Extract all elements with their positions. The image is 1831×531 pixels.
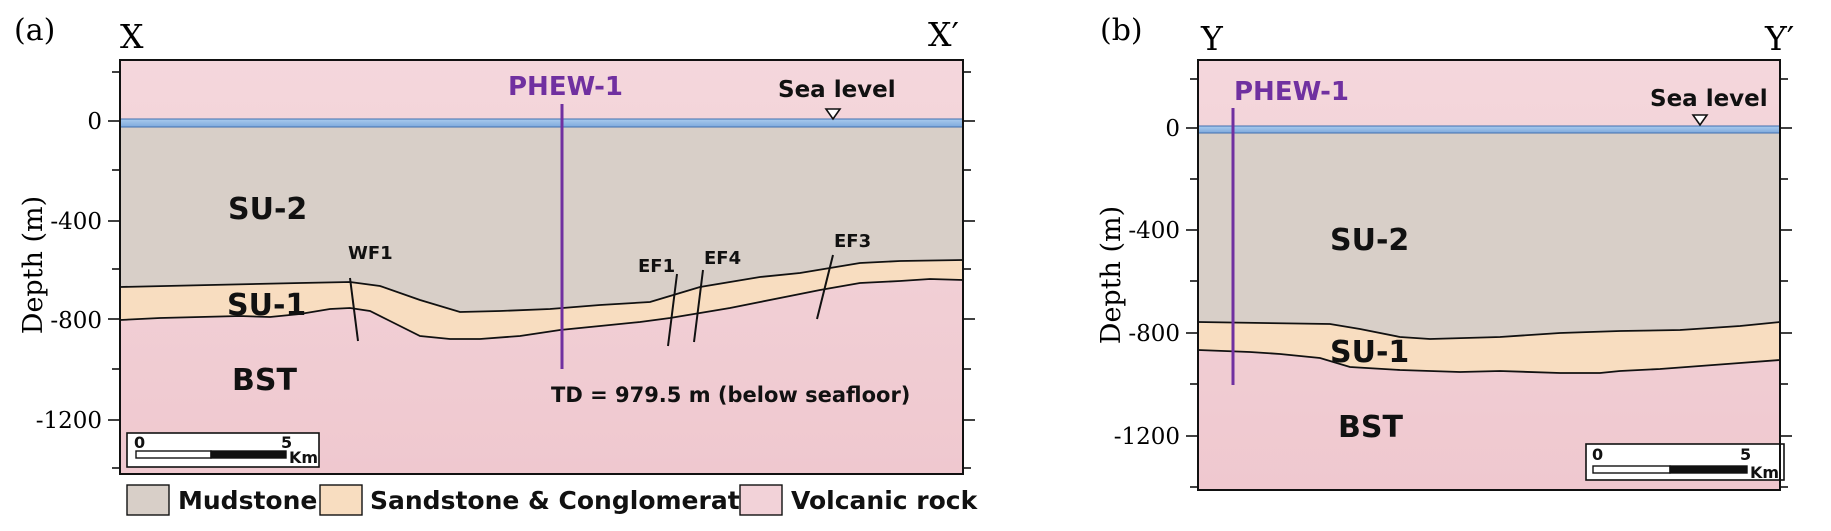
panel-b-su2-label: SU-2 bbox=[1330, 223, 1409, 258]
panel-b-well-label: PHEW-1 bbox=[1234, 77, 1349, 107]
panel-b-y-tick-0: 0 bbox=[1165, 116, 1180, 142]
panel-b-scale-start: 0 bbox=[1592, 445, 1603, 464]
panel-b-left-end-label: Y bbox=[1200, 19, 1224, 58]
panel-b-letter: (b) bbox=[1100, 13, 1143, 48]
panel-b-su1-label: SU-1 bbox=[1330, 335, 1409, 370]
panel-a-sea-level-marker-icon bbox=[824, 108, 842, 121]
panel-a-scale-bar: 0 5 Km bbox=[126, 432, 320, 468]
panel-b-sea-level-label: Sea level bbox=[1650, 86, 1768, 112]
panel-a-fault-ef3 bbox=[816, 254, 834, 320]
panel-a-su1-top-contact bbox=[119, 259, 964, 313]
legend-volcanic-label: Volcanic rock bbox=[791, 486, 979, 515]
panel-a-fault-ef4 bbox=[693, 269, 704, 343]
panel-b-frame bbox=[1197, 59, 1781, 491]
panel-b-y-axis-title: Depth (m) bbox=[1096, 206, 1127, 344]
panel-b-y-axis bbox=[1186, 78, 1792, 488]
panel-b-scale-box bbox=[1585, 443, 1785, 481]
panel-b-scale-unit: Km bbox=[1750, 463, 1779, 482]
panel-a-fault-wf1 bbox=[349, 277, 359, 342]
panel-b-sea-water bbox=[1197, 125, 1781, 134]
panel-a: (a) X X′ WF1 EF1 EF4 EF3 PHEW-1 Sea leve… bbox=[14, 13, 979, 516]
panel-b-y-tick-400: -400 bbox=[1128, 218, 1180, 244]
panel-b-bst-label: BST bbox=[1338, 410, 1403, 445]
panel-a-basement-contact bbox=[119, 278, 964, 340]
panel-a-scale-white-segment bbox=[135, 450, 212, 459]
panel-a-fault-ef1 bbox=[667, 273, 678, 347]
panel-a-y-tick-400: -400 bbox=[50, 209, 102, 235]
panel-a-y-tick-800: -800 bbox=[50, 308, 102, 334]
panel-a-sea-water bbox=[119, 118, 964, 128]
panel-a-left-end-label: X bbox=[120, 17, 144, 56]
panel-a-scale-end: 5 bbox=[281, 433, 292, 452]
panel-a-su2-label: SU-2 bbox=[228, 192, 307, 227]
panel-a-y-tick-1200: -1200 bbox=[36, 408, 102, 434]
panel-b-y-tick-1200: -1200 bbox=[1114, 424, 1180, 450]
panel-a-fault-label-ef3: EF3 bbox=[834, 231, 871, 252]
legend-sandstone-label: Sandstone & Conglomerate bbox=[370, 486, 757, 515]
panel-a-right-end-label: X′ bbox=[928, 15, 959, 54]
panel-b-su2-layer bbox=[1198, 133, 1780, 339]
panel-a-bst-label: BST bbox=[232, 363, 297, 398]
panel-b-scale-white-segment bbox=[1592, 465, 1671, 474]
panel-a-su1-label: SU-1 bbox=[227, 288, 306, 323]
panel-a-su2-layer bbox=[120, 127, 963, 312]
panel-a-y-axis-title: Depth (m) bbox=[18, 196, 49, 334]
panel-b: (b) Y Y′ PHEW-1 Sea level SU-2 SU-1 BST … bbox=[1096, 13, 1794, 491]
panel-a-sea-level-label: Sea level bbox=[778, 77, 896, 103]
panel-b-y-tick-800: -800 bbox=[1128, 321, 1180, 347]
panel-a-td-label: TD = 979.5 m (below seafloor) bbox=[551, 383, 910, 407]
panel-b-scale-end: 5 bbox=[1740, 445, 1751, 464]
panel-b-right-end-label: Y′ bbox=[1764, 19, 1794, 58]
panel-a-letter: (a) bbox=[14, 13, 55, 48]
panel-a-fault-label-ef1: EF1 bbox=[638, 256, 675, 277]
panel-a-y-axis bbox=[108, 71, 975, 469]
panel-a-fault-label-ef4: EF4 bbox=[704, 248, 741, 269]
panel-a-scale-unit: Km bbox=[289, 448, 318, 467]
legend-mudstone-swatch bbox=[126, 484, 170, 516]
panel-a-frame bbox=[119, 59, 964, 475]
panel-b-basement-contact bbox=[1197, 349, 1781, 374]
panel-a-scale-black-segment bbox=[210, 450, 287, 459]
panel-b-scale-bar: 0 5 Km bbox=[1585, 443, 1785, 482]
panel-a-y-tick-0: 0 bbox=[87, 109, 102, 135]
legend-sandstone-swatch bbox=[319, 484, 363, 516]
legend: Mudstone Sandstone & Conglomerate Volcan… bbox=[126, 484, 979, 516]
panel-b-su1-layer bbox=[1198, 322, 1780, 373]
panel-b-scale-black-segment bbox=[1669, 465, 1748, 474]
legend-volcanic-swatch bbox=[739, 484, 783, 516]
panel-a-scale-start: 0 bbox=[134, 433, 145, 452]
panel-a-well-label: PHEW-1 bbox=[508, 72, 623, 102]
panel-a-scale-box bbox=[126, 432, 320, 468]
panel-a-su1-layer bbox=[120, 260, 963, 339]
panel-a-fault-label-wf1: WF1 bbox=[348, 243, 393, 264]
legend-mudstone-label: Mudstone bbox=[178, 486, 317, 515]
panel-b-su1-top-contact bbox=[1197, 321, 1781, 340]
panel-b-sea-level-marker-icon bbox=[1691, 114, 1709, 127]
